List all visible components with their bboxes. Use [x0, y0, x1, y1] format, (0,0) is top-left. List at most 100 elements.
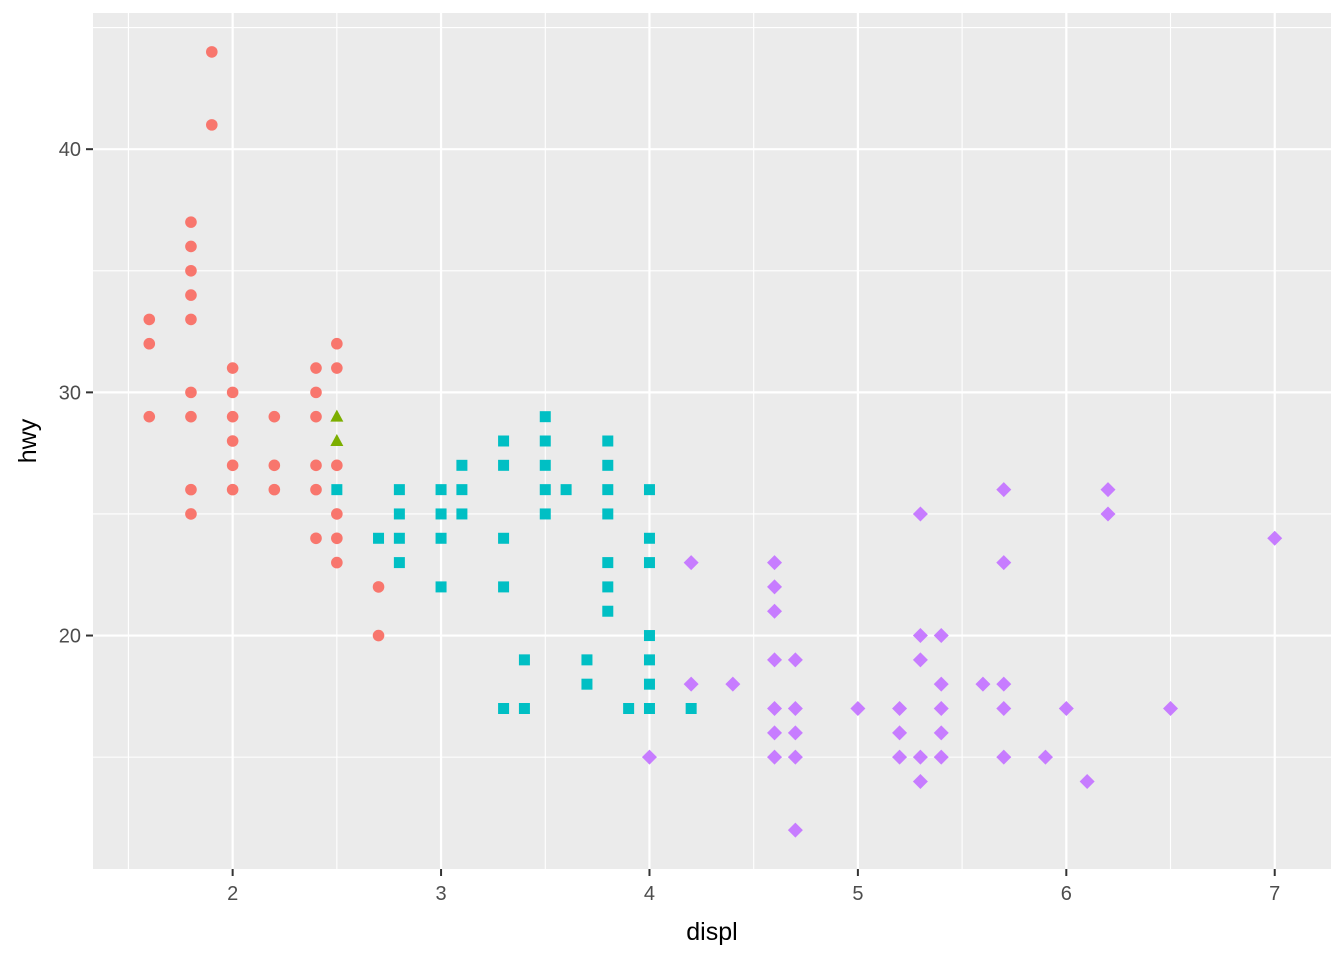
data-point-diamond [787, 822, 803, 838]
data-point-circle [226, 483, 239, 496]
data-point-diamond [996, 701, 1012, 716]
data-point-square [602, 459, 614, 471]
data-point-square [435, 484, 447, 496]
y-tick-label: 20 [59, 626, 81, 648]
data-point-diamond [933, 676, 949, 692]
data-point-square [685, 703, 697, 714]
data-point-diamond [912, 652, 928, 668]
data-point-circle [310, 362, 322, 374]
data-point-square [539, 459, 551, 471]
data-point-square [498, 703, 510, 714]
data-point-square [435, 581, 447, 593]
data-point-circle [143, 410, 156, 423]
data-point-diamond [892, 701, 908, 716]
data-point-circle [226, 410, 239, 423]
data-point-square [393, 508, 405, 520]
data-point-diamond [1037, 749, 1053, 765]
data-point-circle [331, 362, 343, 374]
data-point-square [643, 703, 655, 714]
data-point-circle [310, 483, 322, 496]
data-point-circle [331, 508, 343, 520]
y-tick-label: 30 [59, 382, 81, 404]
x-axis-title: displ [686, 918, 737, 946]
data-point-diamond [641, 749, 657, 765]
data-point-square [602, 484, 614, 496]
data-point-triangle [330, 434, 344, 446]
data-point-circle [331, 556, 343, 569]
data-point-circle [185, 240, 197, 253]
data-point-square [518, 654, 530, 666]
data-point-diamond [787, 749, 803, 765]
data-point-circle [310, 459, 322, 472]
data-point-diamond [975, 676, 991, 692]
data-point-circle [310, 532, 322, 545]
data-point-square [456, 508, 468, 520]
plot-panel [93, 13, 1331, 869]
data-point-diamond [892, 725, 908, 741]
data-point-square [498, 532, 510, 544]
x-tick-label: 6 [1061, 883, 1072, 905]
data-point-circle [143, 337, 156, 350]
data-point-square [643, 484, 655, 496]
data-point-diamond [1100, 506, 1116, 522]
data-point-square [518, 703, 530, 714]
data-point-diamond [1079, 773, 1095, 789]
x-tick-label: 2 [227, 883, 238, 905]
data-point-diamond [683, 555, 699, 571]
data-point-square [393, 484, 405, 496]
data-point-diamond [912, 506, 928, 522]
data-point-diamond [912, 773, 928, 789]
data-point-circle [331, 337, 343, 350]
data-point-circle [268, 459, 281, 472]
x-tick-label: 4 [644, 883, 655, 905]
data-point-circle [310, 386, 322, 399]
data-point-diamond [1267, 530, 1283, 546]
data-point-square [498, 435, 510, 447]
data-point-diamond [725, 676, 741, 692]
data-point-circle [143, 313, 156, 326]
data-points [143, 46, 1283, 838]
data-point-circle [372, 581, 385, 593]
data-point-square [602, 581, 614, 593]
data-point-circle [185, 410, 197, 423]
data-point-diamond [933, 701, 949, 716]
data-point-square [456, 484, 468, 496]
data-point-square [623, 703, 635, 714]
data-point-diamond [683, 676, 699, 692]
data-point-square [373, 532, 385, 544]
data-point-square [498, 581, 510, 593]
data-point-square [602, 508, 614, 520]
data-point-square [581, 654, 593, 666]
data-point-square [643, 630, 655, 642]
data-point-circle [226, 459, 239, 472]
data-point-diamond [1163, 701, 1179, 716]
data-point-square [539, 508, 551, 520]
data-point-square [331, 484, 343, 496]
data-point-diamond [767, 725, 783, 741]
data-point-square [539, 484, 551, 496]
data-point-diamond [996, 749, 1012, 765]
data-point-diamond [767, 603, 783, 619]
x-tick-label: 7 [1269, 883, 1280, 905]
data-point-circle [185, 216, 197, 228]
x-tick-label: 3 [435, 883, 446, 905]
data-point-diamond [933, 628, 949, 644]
data-point-diamond [767, 579, 783, 595]
data-point-square [643, 557, 655, 569]
data-point-diamond [767, 701, 783, 716]
data-point-square [393, 557, 405, 569]
data-point-square [435, 532, 447, 544]
data-point-diamond [933, 725, 949, 741]
data-point-square [435, 508, 447, 520]
data-point-diamond [933, 749, 949, 765]
data-point-diamond [767, 555, 783, 571]
data-point-circle [205, 46, 218, 58]
data-point-circle [226, 386, 239, 399]
data-point-circle [205, 119, 218, 131]
data-point-diamond [767, 652, 783, 668]
data-point-square [643, 532, 655, 544]
data-point-circle [372, 629, 385, 642]
y-axis: 20 30 40 [59, 139, 93, 648]
data-point-diamond [850, 701, 866, 716]
